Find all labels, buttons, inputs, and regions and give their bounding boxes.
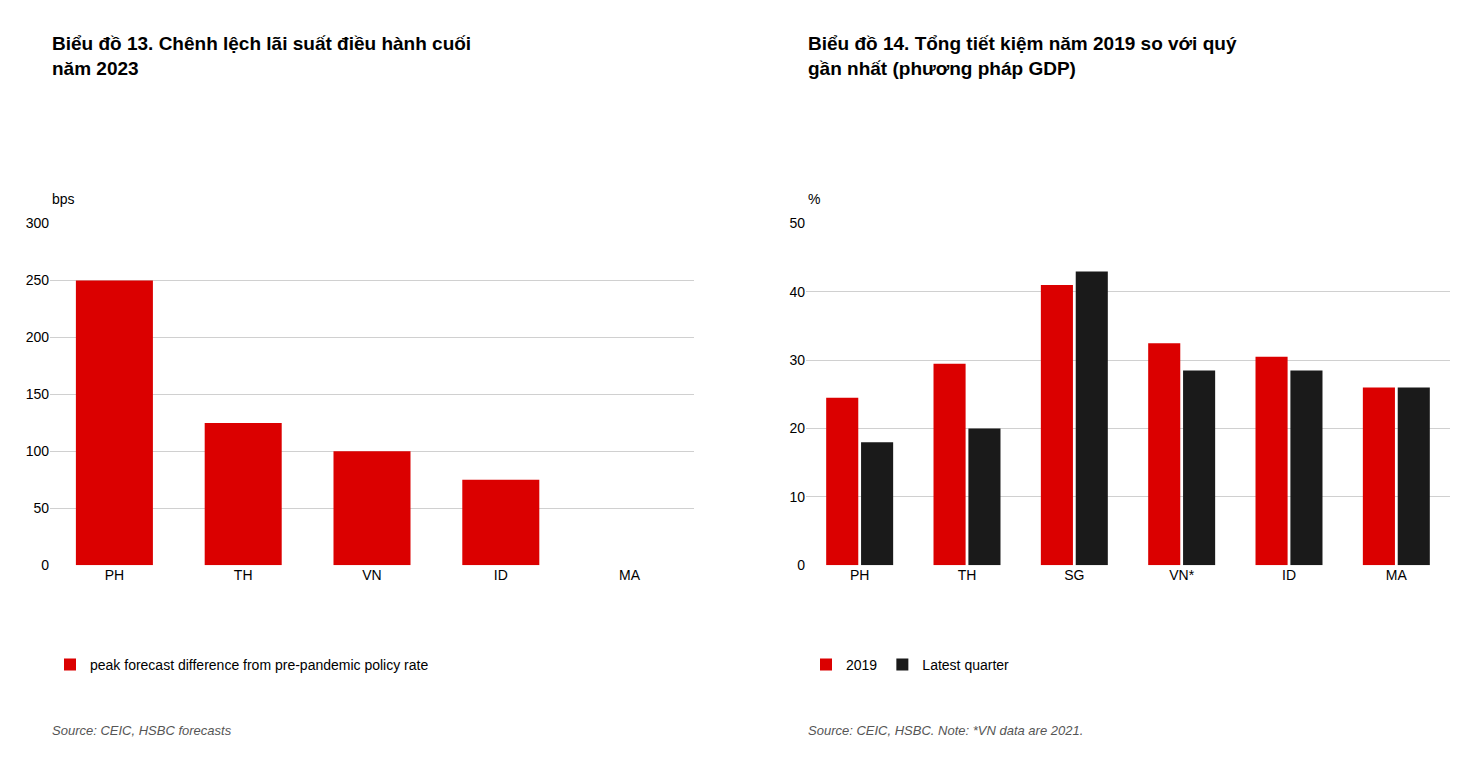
svg-text:TH: TH xyxy=(958,567,977,583)
svg-text:ID: ID xyxy=(494,567,508,583)
svg-text:ID: ID xyxy=(1282,567,1296,583)
svg-text:20: 20 xyxy=(789,420,805,436)
svg-text:0: 0 xyxy=(41,557,49,573)
svg-text:Biểu đồ 13. Chênh lệch lãi suấ: Biểu đồ 13. Chênh lệch lãi suất điều hàn… xyxy=(52,33,471,79)
svg-text:Source: CEIC, HSBC forecasts: Source: CEIC, HSBC forecasts xyxy=(52,723,232,738)
svg-text:MA: MA xyxy=(619,567,641,583)
svg-text:200: 200 xyxy=(26,329,50,345)
svg-text:50: 50 xyxy=(33,500,49,516)
svg-text:peak forecast difference from: peak forecast difference from pre-pandem… xyxy=(90,657,428,673)
svg-text:250: 250 xyxy=(26,272,50,288)
svg-text:Source: CEIC, HSBC. Note: *VN: Source: CEIC, HSBC. Note: *VN data are 2… xyxy=(808,723,1083,738)
svg-text:%: % xyxy=(808,191,820,207)
svg-text:40: 40 xyxy=(789,284,805,300)
svg-text:30: 30 xyxy=(789,352,805,368)
svg-text:50: 50 xyxy=(789,215,805,231)
svg-text:VN: VN xyxy=(362,567,381,583)
svg-text:10: 10 xyxy=(789,489,805,505)
svg-text:TH: TH xyxy=(234,567,253,583)
svg-text:0: 0 xyxy=(797,557,805,573)
svg-text:PH: PH xyxy=(105,567,124,583)
svg-text:Latest quarter: Latest quarter xyxy=(922,657,1009,673)
svg-text:VN*: VN* xyxy=(1169,567,1194,583)
svg-text:100: 100 xyxy=(26,443,50,459)
svg-text:MA: MA xyxy=(1386,567,1408,583)
svg-text:SG: SG xyxy=(1064,567,1084,583)
svg-text:150: 150 xyxy=(26,386,50,402)
svg-text:300: 300 xyxy=(26,215,50,231)
svg-text:2019: 2019 xyxy=(846,657,877,673)
svg-text:PH: PH xyxy=(850,567,869,583)
svg-text:bps: bps xyxy=(52,191,75,207)
svg-text:Biểu đồ 14. Tổng tiết kiệm năm: Biểu đồ 14. Tổng tiết kiệm năm 2019 so v… xyxy=(808,33,1237,79)
